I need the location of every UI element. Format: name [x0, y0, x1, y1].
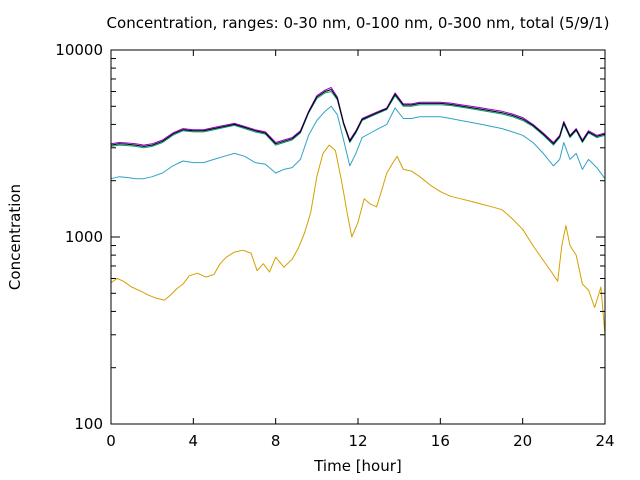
y-axis-label: Concentration	[6, 184, 24, 290]
x-tick-label: 16	[431, 432, 450, 450]
series-group	[110, 87, 606, 335]
series-line-4	[110, 87, 606, 146]
y-tick-label: 1000	[65, 228, 103, 246]
series-line-3	[110, 91, 606, 149]
x-tick-label: 20	[513, 432, 532, 450]
x-tick-label: 4	[189, 432, 199, 450]
chart-title: Concentration, ranges: 0-30 nm, 0-100 nm…	[107, 14, 610, 32]
x-tick-label: 12	[348, 432, 367, 450]
plot-frame	[110, 49, 606, 425]
x-tick-label: 8	[271, 432, 281, 450]
y-tick-label: 100	[74, 415, 103, 433]
x-tick-label: 0	[106, 432, 116, 450]
series-line-1	[110, 144, 606, 335]
x-axis-label: Time [hour]	[313, 457, 402, 475]
series-line-2	[110, 105, 606, 180]
series-line-5	[110, 89, 606, 147]
ticks-group: 0 4 8 12 16 20 24 100 1000 10000	[55, 41, 614, 450]
x-tick-label: 24	[595, 432, 614, 450]
y-tick-label: 10000	[55, 41, 103, 59]
